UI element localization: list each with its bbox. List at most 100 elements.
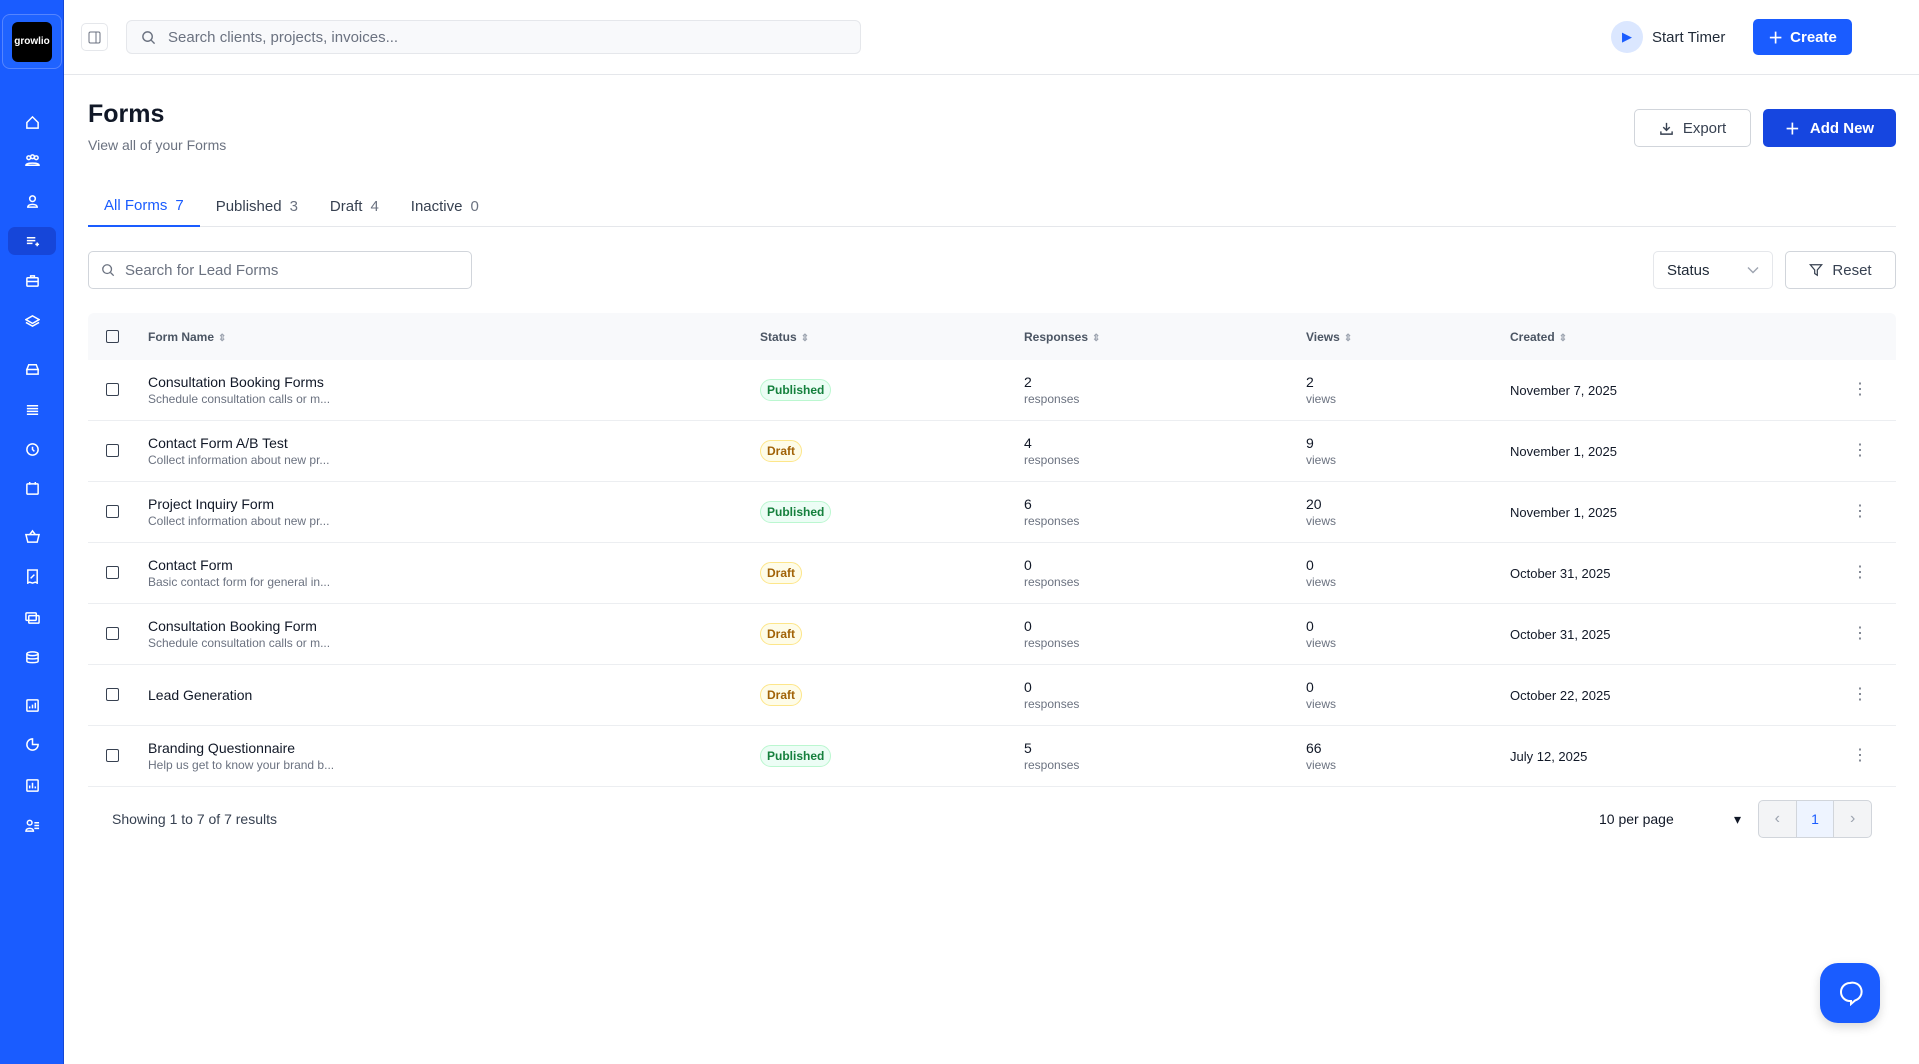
table-row[interactable]: Contact Form A/B Test Collect information… — [88, 421, 1896, 482]
sidebar-item-analytics[interactable] — [8, 730, 56, 758]
more-options-icon[interactable]: ⋮ — [1852, 564, 1868, 581]
form-search-input[interactable]: Search for Lead Forms — [88, 251, 472, 289]
team-icon — [24, 819, 39, 832]
tab-inactive[interactable]: Inactive 0 — [395, 186, 495, 227]
start-timer-button[interactable]: ▶ Start Timer — [1611, 21, 1725, 53]
views-count: 0 — [1306, 679, 1314, 695]
row-checkbox[interactable] — [106, 383, 119, 396]
views-count: 9 — [1306, 435, 1314, 451]
more-options-icon[interactable]: ⋮ — [1852, 686, 1868, 703]
views-cell: 0 views — [1306, 665, 1336, 725]
sidebar-item-inbox[interactable] — [8, 354, 56, 382]
more-options-icon[interactable]: ⋮ — [1852, 503, 1868, 520]
created-date: November 1, 2025 — [1510, 504, 1617, 520]
sidebar-item-contacts[interactable] — [8, 187, 56, 215]
status-filter-select[interactable]: Status — [1653, 251, 1773, 289]
more-options-icon[interactable]: ⋮ — [1852, 442, 1868, 459]
row-checkbox[interactable] — [106, 566, 119, 579]
sidebar-item-finance[interactable] — [8, 643, 56, 671]
charts-icon — [25, 778, 39, 792]
list-icon — [26, 404, 38, 415]
header-status[interactable]: Status ⇕ — [760, 313, 809, 360]
tab-count: 7 — [175, 197, 184, 214]
per-page-select[interactable]: 10 per page ▾ — [1599, 811, 1741, 828]
form-name-cell: Lead Generation — [148, 665, 252, 725]
form-name-cell: Branding Questionnaire Help us get to kno… — [148, 726, 334, 786]
select-all-checkbox[interactable] — [106, 329, 119, 343]
tab-label: All Forms — [104, 197, 168, 214]
table-row[interactable]: Lead Generation Draft 0 responses 0 views … — [88, 665, 1896, 726]
tab-published[interactable]: Published 3 — [200, 186, 314, 227]
form-name[interactable]: Branding Questionnaire — [148, 740, 296, 756]
table-row[interactable]: Branding Questionnaire Help us get to kno… — [88, 726, 1896, 787]
more-options-icon[interactable]: ⋮ — [1852, 625, 1868, 642]
created-cell: October 22, 2025 — [1510, 665, 1610, 725]
search-icon — [142, 30, 156, 44]
header-created[interactable]: Created ⇕ — [1510, 313, 1567, 360]
pagination: ‹ 1 › — [1758, 800, 1872, 838]
sidebar-item-forms[interactable] — [8, 227, 56, 255]
header-label: Views — [1306, 329, 1340, 344]
sidebar-item-team[interactable] — [8, 811, 56, 839]
basket-icon — [24, 529, 40, 543]
row-checkbox[interactable] — [106, 444, 119, 457]
per-page-label: 10 per page — [1599, 811, 1674, 827]
row-checkbox[interactable] — [106, 505, 119, 518]
row-checkbox[interactable] — [106, 627, 119, 640]
header-responses[interactable]: Responses ⇕ — [1024, 313, 1100, 360]
responses-label: responses — [1024, 758, 1080, 772]
views-label: views — [1306, 392, 1337, 406]
next-page-button[interactable]: › — [1850, 810, 1856, 827]
sidebar-item-home[interactable] — [8, 108, 56, 136]
sidebar-item-charts[interactable] — [8, 771, 56, 799]
form-name[interactable]: Consultation Booking Forms — [148, 374, 324, 390]
views-cell: 2 views — [1306, 360, 1336, 420]
responses-cell: 5 responses — [1024, 726, 1079, 786]
form-name[interactable]: Contact Form — [148, 557, 233, 573]
sidebar-item-basket[interactable] — [8, 522, 56, 550]
time-icon — [25, 442, 39, 456]
global-search-input[interactable]: Search clients, projects, invoices... — [126, 20, 861, 54]
sidebar-item-reports[interactable] — [8, 691, 56, 719]
panel-icon — [88, 31, 101, 43]
table-row[interactable]: Consultation Booking Forms Schedule consu… — [88, 360, 1896, 421]
form-name[interactable]: Contact Form A/B Test — [148, 435, 288, 451]
filter-icon — [1809, 264, 1824, 277]
header-views[interactable]: Views ⇕ — [1306, 313, 1352, 360]
sidebar-item-receipt[interactable] — [8, 562, 56, 590]
form-name[interactable]: Project Inquiry Form — [148, 496, 275, 512]
responses-label: responses — [1024, 697, 1080, 711]
sidebar-item-calendar[interactable] — [8, 474, 56, 502]
sidebar-toggle-button[interactable] — [81, 23, 108, 51]
prev-page-button[interactable]: ‹ — [1774, 810, 1780, 827]
more-options-icon[interactable]: ⋮ — [1852, 381, 1868, 398]
responses-count: 6 — [1024, 496, 1032, 512]
sort-icon: ⇕ — [1558, 332, 1568, 344]
form-name[interactable]: Lead Generation — [148, 687, 253, 703]
sidebar-item-layers[interactable] — [8, 307, 56, 335]
table-row[interactable]: Contact Form Basic contact form for gener… — [88, 543, 1896, 604]
sidebar-item-list[interactable] — [8, 395, 56, 423]
tab-all-forms[interactable]: All Forms 7 — [88, 186, 200, 227]
header-form-name[interactable]: Form Name ⇕ — [148, 313, 226, 360]
page-button[interactable]: 1 — [1795, 801, 1835, 837]
table-row[interactable]: Consultation Booking Form Schedule consul… — [88, 604, 1896, 665]
create-button[interactable]: ＋ Create — [1753, 19, 1852, 55]
sidebar-item-time[interactable] — [8, 435, 56, 463]
export-button[interactable]: Export — [1634, 109, 1751, 147]
status-badge: Published — [760, 501, 832, 523]
chat-support-button[interactable] — [1820, 963, 1880, 1023]
row-checkbox[interactable] — [106, 688, 119, 701]
sidebar-item-payments[interactable] — [8, 603, 56, 631]
chevron-down-icon — [1747, 267, 1759, 274]
sidebar-item-projects[interactable] — [8, 266, 56, 294]
add-new-button[interactable]: ＋ Add New — [1763, 109, 1896, 147]
form-name[interactable]: Consultation Booking Form — [148, 618, 317, 634]
logo-button[interactable]: growlio — [2, 14, 62, 69]
tab-draft[interactable]: Draft 4 — [314, 186, 395, 227]
sidebar-item-clients[interactable] — [8, 146, 56, 174]
row-checkbox[interactable] — [106, 749, 119, 762]
table-row[interactable]: Project Inquiry Form Collect information … — [88, 482, 1896, 543]
reset-button[interactable]: Reset — [1785, 251, 1896, 289]
more-options-icon[interactable]: ⋮ — [1852, 747, 1868, 764]
